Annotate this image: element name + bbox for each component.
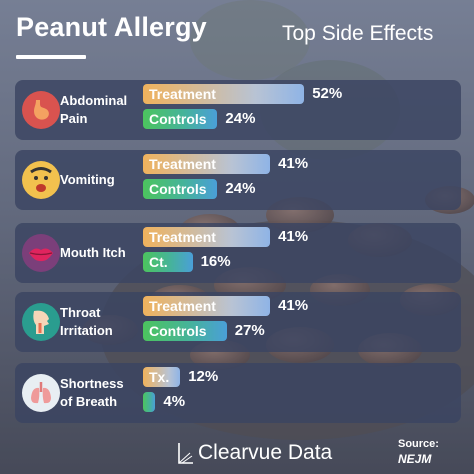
page-title: Peanut Allergy	[16, 12, 207, 42]
category-label: Vomiting	[60, 172, 115, 187]
chart-row: Abdominal Pain Treatment 52% Controls 24%	[15, 80, 461, 140]
source-note: Source: NEJM	[398, 437, 439, 467]
brand-logo: Clearvue Data	[176, 440, 332, 466]
treatment-value-label: 41%	[278, 155, 309, 172]
controls-bar: Controls	[143, 179, 218, 199]
clearvue-logo-icon	[178, 443, 193, 464]
controls-bar	[143, 392, 156, 412]
treatment-bar: Tx.	[143, 367, 181, 387]
lips-icon	[22, 234, 60, 272]
chart-row: Throat Irritation Treatment 41% Controls 27%	[15, 292, 461, 352]
stomach-icon	[22, 91, 60, 129]
controls-bar: Controls	[143, 321, 227, 341]
title-underline	[16, 55, 86, 59]
treatment-value-label: 12%	[188, 368, 219, 385]
chart-row: Vomiting Treatment 41% Controls 24%	[15, 150, 461, 210]
treatment-value-label: 41%	[278, 297, 309, 314]
treatment-bar-label: Tx.	[149, 369, 170, 385]
chart-row: Shortness of Breath Tx. 12% 4%	[15, 363, 461, 423]
brand-name: Clearvue Data	[198, 441, 333, 464]
treatment-bar-label: Treatment	[149, 156, 216, 172]
category-label: Shortness of Breath	[60, 376, 124, 409]
source-name: NEJM	[398, 452, 432, 466]
controls-bar: Ct.	[143, 252, 193, 272]
category-label: Throat Irritation	[60, 305, 113, 338]
controls-bar: Controls	[143, 109, 218, 129]
controls-value-label: 16%	[200, 253, 231, 270]
controls-value-label: 4%	[163, 393, 186, 410]
treatment-bar: Treatment	[143, 227, 271, 247]
treatment-bar: Treatment	[143, 84, 305, 104]
controls-value-label: 27%	[234, 322, 265, 339]
chart-subtitle: Top Side Effects	[282, 22, 434, 45]
treatment-bar-label: Treatment	[149, 229, 216, 245]
controls-value-label: 24%	[225, 180, 256, 197]
category-label: Abdominal Pain	[60, 93, 128, 126]
controls-bar-label: Controls	[149, 181, 207, 197]
treatment-value-label: 52%	[312, 85, 343, 102]
source-label: Source:	[398, 438, 439, 450]
throat-icon	[22, 303, 60, 341]
lungs-icon	[22, 374, 60, 412]
controls-value-label: 24%	[225, 110, 256, 127]
treatment-bar-label: Treatment	[149, 86, 216, 102]
chart-row: Mouth Itch Treatment 41% Ct. 16%	[15, 223, 461, 283]
treatment-bar: Treatment	[143, 154, 271, 174]
treatment-bar-label: Treatment	[149, 298, 216, 314]
treatment-value-label: 41%	[278, 228, 309, 245]
controls-bar-label: Ct.	[149, 254, 168, 270]
treatment-bar: Treatment	[143, 296, 271, 316]
controls-bar-label: Controls	[149, 323, 207, 339]
vomiting-face-icon	[22, 161, 60, 199]
category-label: Mouth Itch	[60, 245, 126, 260]
controls-bar-label: Controls	[149, 111, 207, 127]
